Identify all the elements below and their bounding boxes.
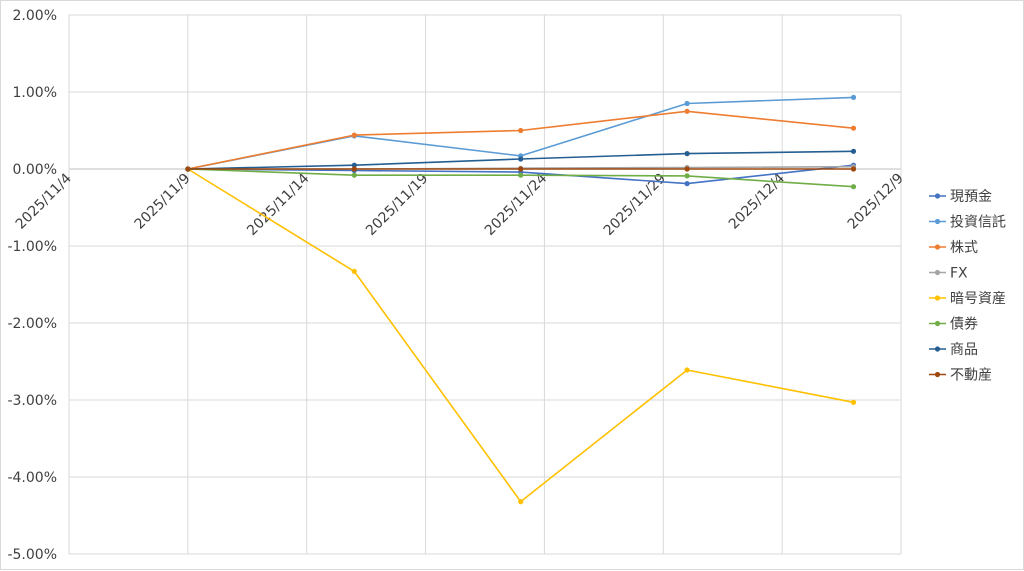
legend-item: 株式 bbox=[929, 240, 978, 256]
legend-swatch-marker bbox=[934, 193, 941, 199]
legend-label: 不動産 bbox=[950, 368, 992, 384]
data-point bbox=[850, 94, 857, 100]
legend-item: 債券 bbox=[929, 317, 978, 333]
series-lines bbox=[185, 94, 857, 505]
data-point bbox=[684, 166, 690, 172]
legend-label: FX bbox=[950, 266, 968, 282]
data-point bbox=[850, 125, 857, 131]
x-tick-label: 2025/11/19 bbox=[363, 171, 431, 239]
legend-item: 不動産 bbox=[929, 368, 992, 384]
y-tick-label: -5.00% bbox=[7, 547, 57, 563]
legend-swatch-marker bbox=[934, 320, 941, 327]
legend-swatch-marker bbox=[934, 244, 941, 250]
legend-swatch-marker bbox=[934, 269, 941, 276]
series-株式 bbox=[185, 108, 857, 172]
series-暗号資産 bbox=[185, 166, 857, 505]
data-point bbox=[684, 108, 690, 114]
x-tick-label: 2025/11/14 bbox=[244, 170, 312, 238]
data-point bbox=[518, 166, 524, 172]
data-point bbox=[684, 367, 690, 373]
data-point bbox=[351, 166, 357, 172]
y-tick-label: -1.00% bbox=[7, 239, 57, 255]
legend-label: 投資信託 bbox=[950, 215, 1006, 231]
x-tick-label: 2025/12/9 bbox=[845, 171, 907, 233]
data-point bbox=[351, 132, 357, 138]
data-point bbox=[351, 162, 357, 168]
x-tick-label: 2025/11/4 bbox=[13, 170, 75, 232]
data-point bbox=[850, 399, 857, 405]
legend-item: 暗号資産 bbox=[929, 291, 1006, 307]
legend-swatch-marker bbox=[934, 295, 941, 301]
y-tick-label: -4.00% bbox=[7, 470, 57, 486]
data-point bbox=[351, 268, 357, 274]
legend-label: 現預金 bbox=[950, 189, 992, 205]
legend-swatch-marker bbox=[934, 371, 941, 378]
series-不動産 bbox=[185, 166, 857, 172]
legend-item: 商品 bbox=[929, 342, 978, 358]
data-point bbox=[518, 172, 524, 178]
legend-swatch-marker bbox=[934, 346, 941, 352]
y-tick-label: -2.00% bbox=[7, 316, 57, 332]
y-tick-label: 2.00% bbox=[13, 8, 57, 24]
data-point bbox=[850, 148, 857, 154]
data-point bbox=[185, 166, 191, 172]
legend-label: 商品 bbox=[950, 342, 978, 358]
data-point bbox=[850, 184, 857, 190]
legend-label: 株式 bbox=[950, 240, 978, 256]
legend-item: 現預金 bbox=[929, 189, 992, 205]
data-point bbox=[684, 151, 690, 157]
legend-label: 債券 bbox=[950, 317, 978, 333]
data-point bbox=[684, 181, 690, 187]
data-point bbox=[518, 499, 524, 505]
data-point bbox=[518, 127, 524, 134]
data-point bbox=[351, 172, 357, 178]
gridlines bbox=[68, 14, 902, 555]
legend-item: 投資信託 bbox=[929, 215, 1006, 231]
y-tick-label: 1.00% bbox=[13, 85, 57, 101]
series-line bbox=[187, 168, 854, 503]
data-point bbox=[684, 100, 690, 107]
legend-item: FX bbox=[929, 266, 968, 282]
data-point bbox=[850, 166, 857, 172]
legend-label: 暗号資産 bbox=[950, 291, 1006, 307]
x-tick-label: 2025/11/24 bbox=[482, 170, 550, 238]
y-tick-label: -3.00% bbox=[7, 393, 57, 409]
y-axis-tick-labels: 2.00% 1.00% 0.00% -1.00% -2.00% -3.00% -4.00% -… bbox=[7, 8, 57, 563]
data-point bbox=[684, 173, 690, 179]
x-tick-label: 2025/11/9 bbox=[132, 171, 194, 233]
legend-swatch-marker bbox=[934, 218, 941, 225]
y-tick-label: 0.00% bbox=[13, 162, 57, 178]
data-point bbox=[518, 156, 524, 162]
